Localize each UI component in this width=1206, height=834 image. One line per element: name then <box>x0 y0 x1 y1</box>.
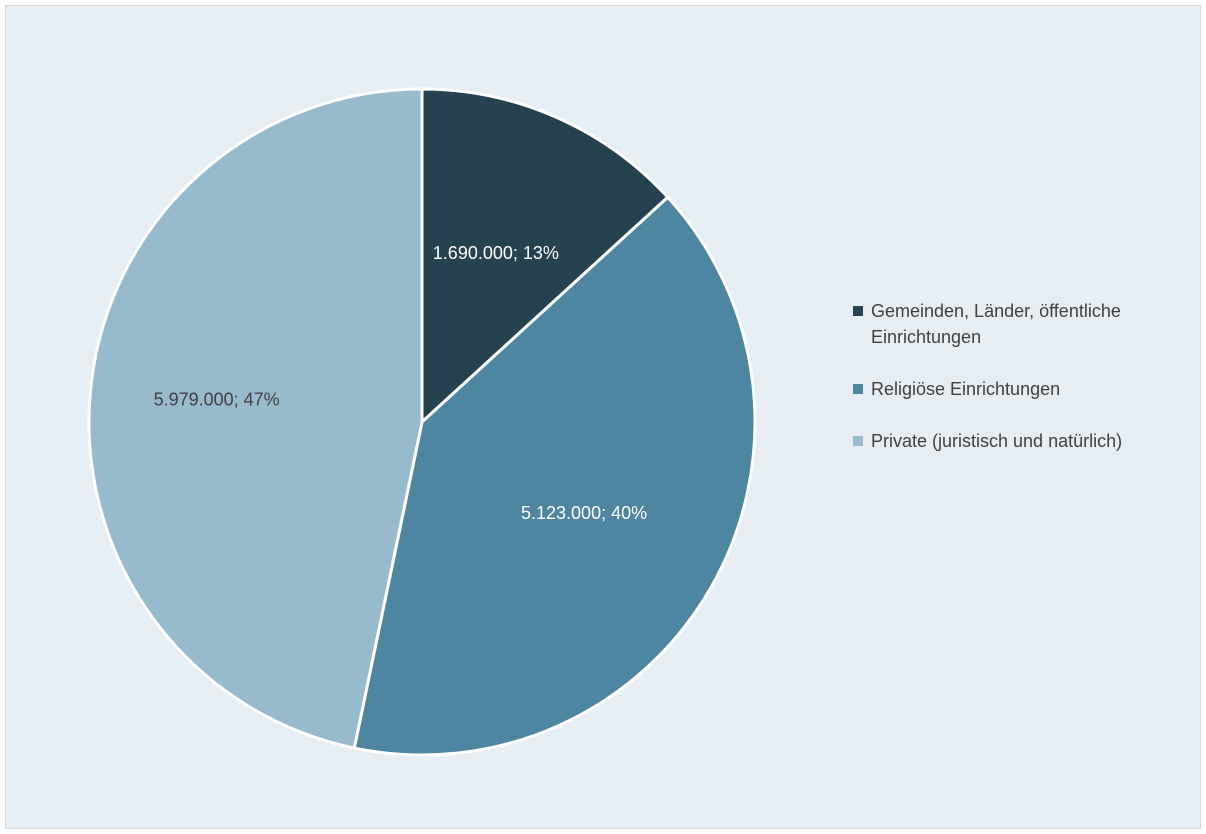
pie-chart: 1.690.000; 13% 5.123.000; 40% 5.979.000; 4… <box>87 87 757 757</box>
legend-swatch-private <box>853 436 863 446</box>
legend-label-private: Private (juristisch und natürlich) <box>871 431 1123 451</box>
pie-slice-gemeinden <box>420 87 670 424</box>
legend: Gemeinden, Länder, öffentliche Einrichtu… <box>851 298 1201 480</box>
legend-label-gemeinden: Gemeinden, Länder, öffentliche Einrichtu… <box>871 301 1121 347</box>
legend-label-religioese: Religiöse Einrichtungen <box>871 379 1061 399</box>
legend-item-religioese: Religiöse Einrichtungen <box>851 376 1201 402</box>
pie-slice-religioese <box>352 195 757 757</box>
pie-slice-private <box>87 87 424 750</box>
legend-swatch-religioese <box>853 384 863 394</box>
data-label-gemeinden: 1.690.000; 13% <box>433 243 559 263</box>
legend-item-private: Private (juristisch und natürlich) <box>851 428 1201 454</box>
data-label-religioese: 5.123.000; 40% <box>521 503 647 523</box>
legend-swatch-gemeinden <box>853 306 863 316</box>
chart-area: 1.690.000; 13% 5.123.000; 40% 5.979.000; 4… <box>5 5 1201 829</box>
data-label-private: 5.979.000; 47% <box>154 390 280 410</box>
legend-item-gemeinden: Gemeinden, Länder, öffentliche Einrichtu… <box>851 298 1201 350</box>
